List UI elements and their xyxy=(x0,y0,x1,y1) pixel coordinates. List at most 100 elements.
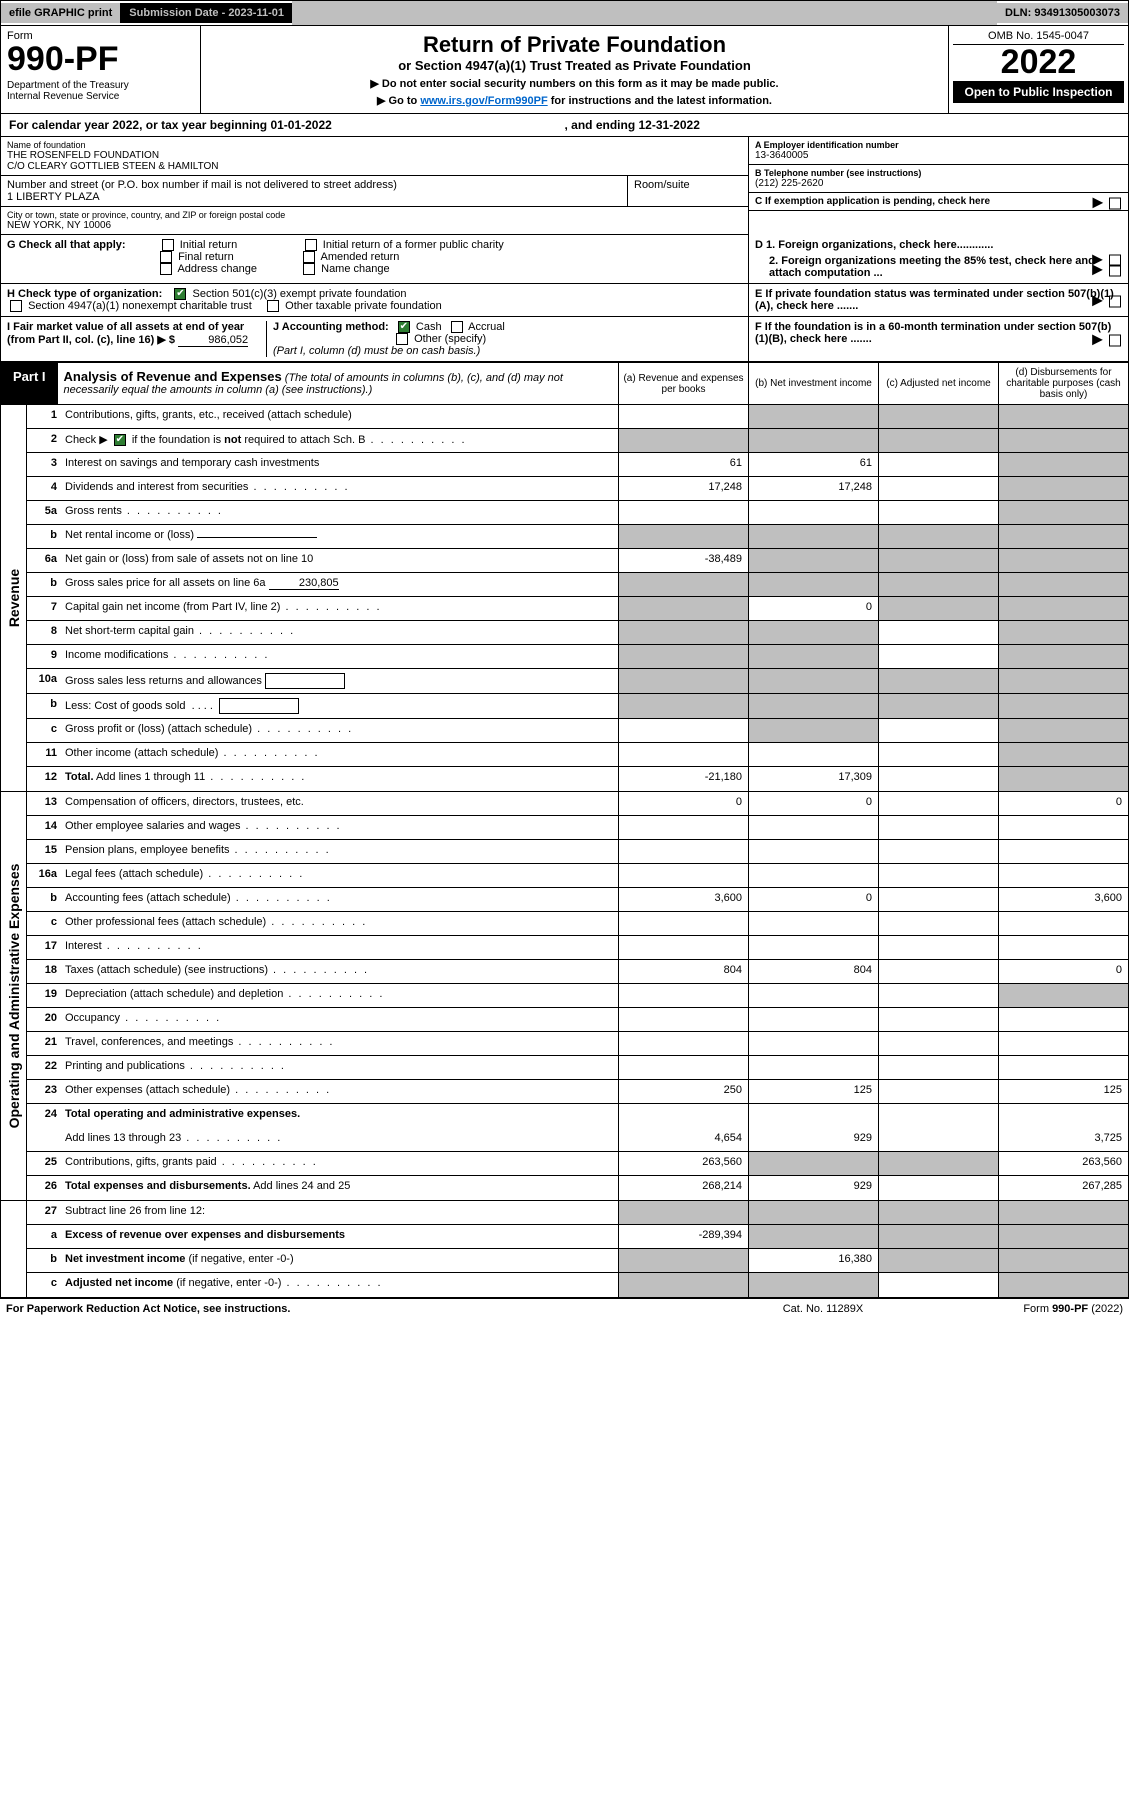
status-terminated-checkbox[interactable] xyxy=(1109,296,1121,308)
form-number: 990-PF xyxy=(7,42,194,76)
footer-left: For Paperwork Reduction Act Notice, see … xyxy=(6,1303,723,1315)
row-6b: bGross sales price for all assets on lin… xyxy=(27,573,1128,597)
row-26: 26Total expenses and disbursements. Add … xyxy=(27,1176,1128,1200)
line27-section: 27Subtract line 26 from line 12: aExcess… xyxy=(0,1201,1129,1298)
part1-header: Part I Analysis of Revenue and Expenses … xyxy=(0,362,1129,405)
section-d: D 1. Foreign organizations, check here..… xyxy=(748,235,1128,283)
address-change-checkbox[interactable] xyxy=(160,263,172,275)
telephone-cell: B Telephone number (see instructions) (2… xyxy=(749,165,1128,193)
row-13: 13Compensation of officers, directors, t… xyxy=(27,792,1128,816)
header-left: Form 990-PF Department of the Treasury I… xyxy=(1,26,201,113)
open-to-public-badge: Open to Public Inspection xyxy=(953,81,1124,103)
row-18: 18Taxes (attach schedule) (see instructi… xyxy=(27,960,1128,984)
initial-return-checkbox[interactable] xyxy=(162,239,174,251)
row-9: 9Income modifications xyxy=(27,645,1128,669)
row-16b: bAccounting fees (attach schedule)3,6000… xyxy=(27,888,1128,912)
row-4: 4Dividends and interest from securities1… xyxy=(27,477,1128,501)
row-14: 14Other employee salaries and wages xyxy=(27,816,1128,840)
row-16c: cOther professional fees (attach schedul… xyxy=(27,912,1128,936)
row-22: 22Printing and publications xyxy=(27,1056,1128,1080)
final-return-checkbox[interactable] xyxy=(160,251,172,263)
row-7: 7Capital gain net income (from Part IV, … xyxy=(27,597,1128,621)
row-16a: 16aLegal fees (attach schedule) xyxy=(27,864,1128,888)
row-19: 19Depreciation (attach schedule) and dep… xyxy=(27,984,1128,1008)
form-title: Return of Private Foundation xyxy=(211,32,938,58)
form-note-1: ▶ Do not enter social security numbers o… xyxy=(211,77,938,90)
exemption-checkbox[interactable] xyxy=(1109,197,1121,209)
row-5a: 5aGross rents xyxy=(27,501,1128,525)
row-15: 15Pension plans, employee benefits xyxy=(27,840,1128,864)
row-20: 20Occupancy xyxy=(27,1008,1128,1032)
tax-year: 2022 xyxy=(953,45,1124,79)
section-i-j-f: I Fair market value of all assets at end… xyxy=(0,317,1129,362)
header-center: Return of Private Foundation or Section … xyxy=(201,26,948,113)
expenses-label: Operating and Administrative Expenses xyxy=(1,792,27,1200)
row-25: 25Contributions, gifts, grants paid263,5… xyxy=(27,1152,1128,1176)
row-23: 23Other expenses (attach schedule)250125… xyxy=(27,1080,1128,1104)
instructions-link[interactable]: www.irs.gov/Form990PF xyxy=(420,95,547,107)
row-24: Add lines 13 through 234,6549293,725 xyxy=(27,1128,1128,1152)
section-h-e: H Check type of organization: Section 50… xyxy=(0,284,1129,317)
col-c-header: (c) Adjusted net income xyxy=(878,363,998,404)
initial-former-checkbox[interactable] xyxy=(305,239,317,251)
row-21: 21Travel, conferences, and meetings xyxy=(27,1032,1128,1056)
section-j: J Accounting method: Cash Accrual Other … xyxy=(267,321,742,357)
section-g-d: G Check all that apply: Initial return I… xyxy=(0,235,1129,284)
row-5b: bNet rental income or (loss) xyxy=(27,525,1128,549)
col-d-header: (d) Disbursements for charitable purpose… xyxy=(998,363,1128,404)
60-month-checkbox[interactable] xyxy=(1109,335,1121,347)
foreign-85-checkbox[interactable] xyxy=(1109,264,1121,276)
topbar-spacer xyxy=(292,1,997,25)
cash-checkbox[interactable] xyxy=(398,321,410,333)
expenses-section: Operating and Administrative Expenses 13… xyxy=(0,792,1129,1201)
footer-right: Form 990-PF (2022) xyxy=(923,1303,1123,1315)
revenue-label: Revenue xyxy=(1,405,27,791)
form-subtitle: or Section 4947(a)(1) Trust Treated as P… xyxy=(211,58,938,73)
row-11: 11Other income (attach schedule) xyxy=(27,743,1128,767)
row-27b: bNet investment income (if negative, ent… xyxy=(27,1249,1128,1273)
part1-title: Analysis of Revenue and Expenses (The to… xyxy=(58,363,618,404)
exemption-pending-cell: C If exemption application is pending, c… xyxy=(749,193,1128,211)
section-h: H Check type of organization: Section 50… xyxy=(1,284,748,316)
fmv-value: 986,052 xyxy=(178,334,248,347)
name-change-checkbox[interactable] xyxy=(303,263,315,275)
form-header: Form 990-PF Department of the Treasury I… xyxy=(0,26,1129,114)
row-10c: cGross profit or (loss) (attach schedule… xyxy=(27,719,1128,743)
ein-cell: A Employer identification number 13-3640… xyxy=(749,137,1128,165)
row-27c: cAdjusted net income (if negative, enter… xyxy=(27,1273,1128,1297)
section-i: I Fair market value of all assets at end… xyxy=(7,321,267,357)
topbar: efile GRAPHIC print Submission Date - 20… xyxy=(0,0,1129,26)
row-10a: 10aGross sales less returns and allowanc… xyxy=(27,669,1128,694)
page-footer: For Paperwork Reduction Act Notice, see … xyxy=(0,1298,1129,1319)
row-17: 17Interest xyxy=(27,936,1128,960)
row-10b: bLess: Cost of goods sold . . . . xyxy=(27,694,1128,719)
room-cell: Room/suite xyxy=(628,176,748,206)
other-method-checkbox[interactable] xyxy=(396,333,408,345)
city-cell: City or town, state or province, country… xyxy=(1,207,748,235)
amended-return-checkbox[interactable] xyxy=(303,251,315,263)
col-b-header: (b) Net investment income xyxy=(748,363,878,404)
efile-print-button[interactable]: efile GRAPHIC print xyxy=(1,3,121,23)
calendar-year-row: For calendar year 2022, or tax year begi… xyxy=(0,114,1129,137)
submission-date-label: Submission Date - 2023-11-01 xyxy=(121,3,292,23)
dept-label: Department of the Treasury Internal Reve… xyxy=(7,80,194,102)
row-12: 12Total. Add lines 1 through 11-21,18017… xyxy=(27,767,1128,791)
form-note-2: ▶ Go to www.irs.gov/Form990PF for instru… xyxy=(211,94,938,107)
part1-tag: Part I xyxy=(1,363,58,404)
row-27a: aExcess of revenue over expenses and dis… xyxy=(27,1225,1128,1249)
row-3: 3Interest on savings and temporary cash … xyxy=(27,453,1128,477)
501c3-checkbox[interactable] xyxy=(174,288,186,300)
row-1: 1Contributions, gifts, grants, etc., rec… xyxy=(27,405,1128,429)
4947-checkbox[interactable] xyxy=(10,300,22,312)
section-i-j: I Fair market value of all assets at end… xyxy=(1,317,748,361)
tax-year-end: , and ending 12-31-2022 xyxy=(565,118,1121,132)
accrual-checkbox[interactable] xyxy=(451,321,463,333)
sch-b-checkbox[interactable] xyxy=(114,434,126,446)
row-6a: 6aNet gain or (loss) from sale of assets… xyxy=(27,549,1128,573)
section-e: E If private foundation status was termi… xyxy=(748,284,1128,316)
foundation-info: Name of foundation THE ROSENFELD FOUNDAT… xyxy=(0,137,1129,235)
row-24-title: 24Total operating and administrative exp… xyxy=(27,1104,1128,1128)
row-2: 2Check ▶ if the foundation is not requir… xyxy=(27,429,1128,453)
revenue-section: Revenue 1Contributions, gifts, grants, e… xyxy=(0,405,1129,792)
other-taxable-checkbox[interactable] xyxy=(267,300,279,312)
